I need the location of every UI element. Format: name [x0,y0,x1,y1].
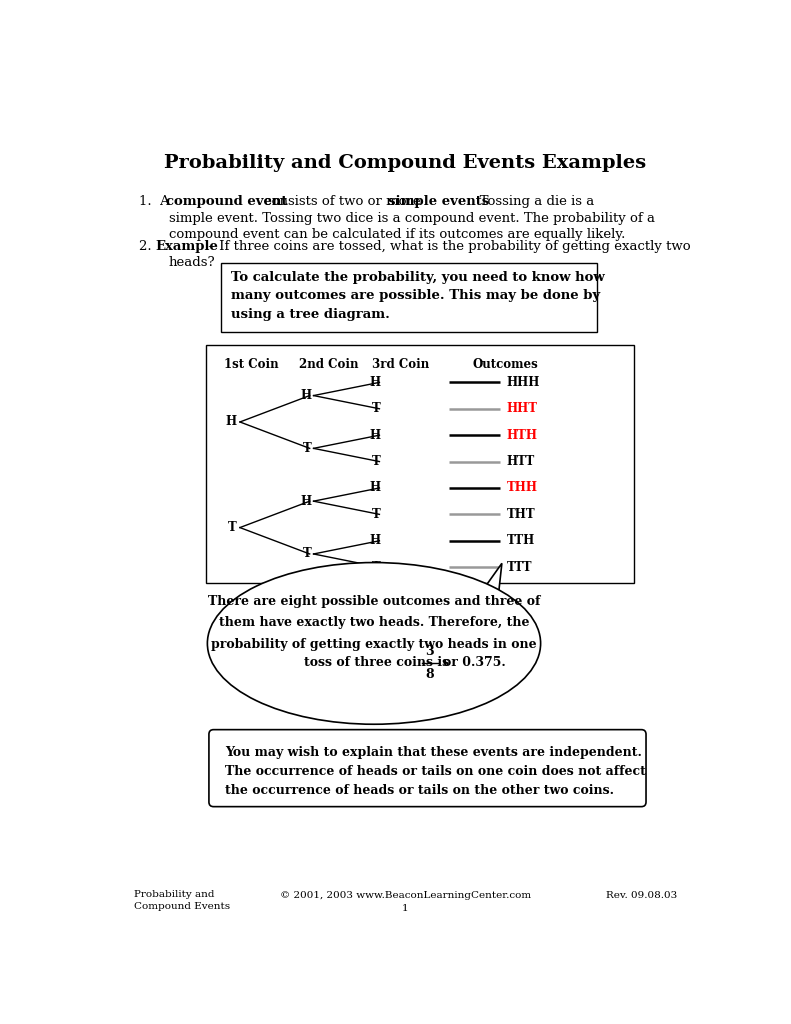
Text: H: H [370,376,381,389]
Text: H: H [301,495,312,508]
Text: T: T [228,521,237,535]
Text: HHH: HHH [506,376,540,389]
FancyBboxPatch shape [221,263,597,333]
Text: simple events: simple events [388,196,490,208]
Text: 1: 1 [402,903,409,912]
Text: T: T [303,548,312,560]
Text: Probability and Compound Events Examples: Probability and Compound Events Examples [165,154,646,172]
Text: 2.: 2. [139,240,161,253]
Text: You may wish to explain that these events are independent.: You may wish to explain that these event… [225,745,642,759]
Ellipse shape [207,562,540,724]
Text: TTH: TTH [506,535,535,547]
FancyBboxPatch shape [206,345,634,583]
Text: toss of three coins is: toss of three coins is [305,656,449,669]
Text: Example: Example [156,240,218,253]
Text: Rev. 09.08.03: Rev. 09.08.03 [606,891,677,900]
Polygon shape [452,563,501,634]
Text: © 2001, 2003 www.BeaconLearningCenter.com: © 2001, 2003 www.BeaconLearningCenter.co… [280,891,531,900]
Text: consists of two or more: consists of two or more [260,196,426,208]
Text: heads?: heads? [168,256,215,269]
Text: simple event. Tossing two dice is a compound event. The probability of a: simple event. Tossing two dice is a comp… [168,212,655,225]
Text: .  Tossing a die is a: . Tossing a die is a [467,196,594,208]
Text: 2nd Coin: 2nd Coin [299,358,358,372]
Text: H: H [370,481,381,495]
Text: The occurrence of heads or tails on one coin does not affect: The occurrence of heads or tails on one … [225,765,646,778]
Text: probability of getting exactly two heads in one: probability of getting exactly two heads… [211,638,537,650]
Text: the occurrence of heads or tails on the other two coins.: the occurrence of heads or tails on the … [225,784,614,798]
Text: T: T [303,442,312,455]
Text: – If three coins are tossed, what is the probability of getting exactly two: – If three coins are tossed, what is the… [204,240,691,253]
Text: 3rd Coin: 3rd Coin [372,358,429,372]
Text: Outcomes: Outcomes [472,358,538,372]
Text: 8: 8 [426,668,434,681]
Text: Probability and: Probability and [134,890,214,899]
FancyBboxPatch shape [209,730,646,807]
Text: TTT: TTT [506,561,532,573]
Text: compound event: compound event [166,196,288,208]
Text: HTT: HTT [506,455,535,468]
Text: H: H [225,416,237,428]
Text: or 0.375.: or 0.375. [443,656,505,669]
Text: H: H [370,535,381,547]
Text: THH: THH [506,481,538,495]
Text: There are eight possible outcomes and three of: There are eight possible outcomes and th… [208,595,540,607]
Text: T: T [373,561,381,573]
Text: them have exactly two heads. Therefore, the: them have exactly two heads. Therefore, … [219,616,529,629]
Text: 1st Coin: 1st Coin [225,358,279,372]
Text: HHT: HHT [506,402,538,416]
Text: compound event can be calculated if its outcomes are equally likely.: compound event can be calculated if its … [168,228,625,242]
Text: H: H [301,389,312,402]
Text: T: T [373,402,381,416]
Text: 3: 3 [426,644,434,657]
Text: THT: THT [506,508,536,521]
Text: T: T [373,508,381,521]
Text: H: H [370,429,381,441]
Text: T: T [373,455,381,468]
Text: To calculate the probability, you need to know how
many outcomes are possible. T: To calculate the probability, you need t… [232,270,605,321]
Text: Compound Events: Compound Events [134,902,230,911]
Text: HTH: HTH [506,429,538,441]
Text: 1.  A: 1. A [139,196,174,208]
